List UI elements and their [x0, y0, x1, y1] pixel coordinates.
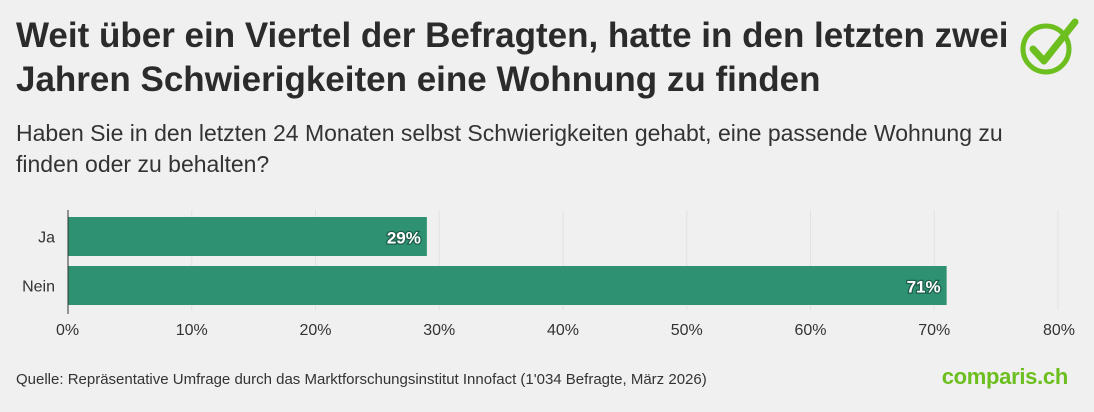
- x-tick-label: 60%: [794, 322, 826, 339]
- chart-title: Weit über ein Viertel der Befragten, hat…: [16, 16, 1009, 99]
- chart-subtitle: Haben Sie in den letzten 24 Monaten selb…: [16, 120, 1003, 177]
- brand-logo: comparis.ch: [941, 364, 1069, 389]
- x-tick-label: 10%: [176, 322, 208, 339]
- x-tick-label: 40%: [547, 322, 579, 339]
- category-label: Ja: [38, 230, 55, 247]
- bar: [68, 217, 427, 256]
- x-tick-label: 70%: [918, 322, 950, 339]
- x-tick-label: 0%: [56, 322, 79, 339]
- x-tick-label: 30%: [423, 322, 455, 339]
- category-label: Nein: [22, 279, 55, 296]
- bar: [68, 266, 947, 305]
- data-label: 29%: [387, 229, 421, 248]
- data-label: 71%: [907, 278, 941, 297]
- x-tick-label: 80%: [1043, 322, 1075, 339]
- checkmark-circle-icon: [1020, 18, 1079, 75]
- x-tick-label: 50%: [671, 322, 703, 339]
- source-note: Quelle: Repräsentative Umfrage durch das…: [16, 371, 707, 388]
- x-tick-label: 20%: [299, 322, 331, 339]
